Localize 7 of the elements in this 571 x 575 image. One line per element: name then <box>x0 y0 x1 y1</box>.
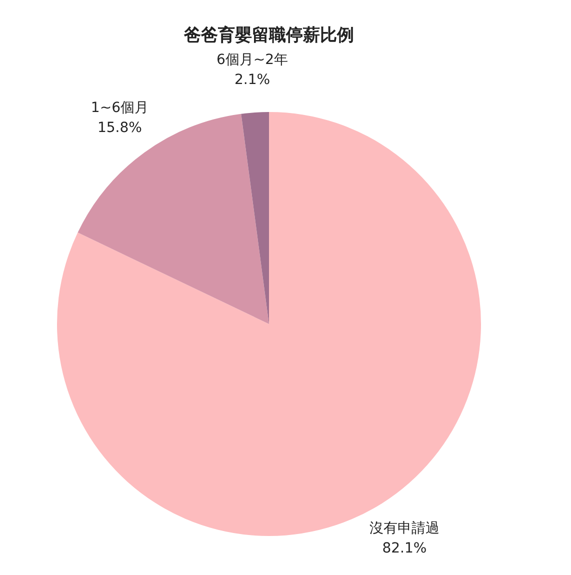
chart-title: 爸爸育嬰留職停薪比例 <box>182 24 354 46</box>
slice-label: 6個月~2年 <box>216 52 288 68</box>
data-label: 2.1% <box>234 72 270 88</box>
slice-label: 沒有申請過 <box>369 520 440 537</box>
data-label: 15.8% <box>97 120 142 136</box>
slice-label: 1~6個月 <box>90 100 148 116</box>
data-label: 82.1% <box>382 540 427 557</box>
